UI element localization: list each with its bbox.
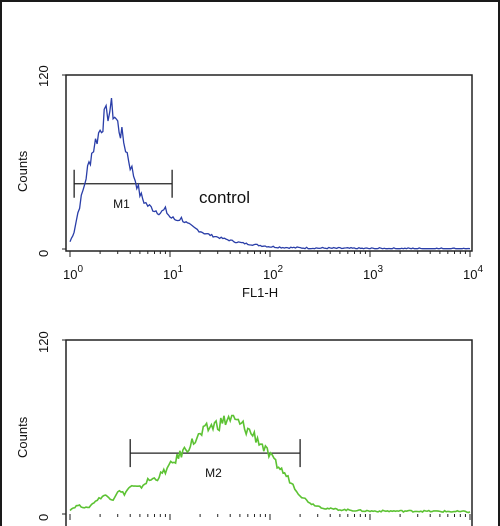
histogram-panel-sample: Counts 120 0 M2 [15, 331, 473, 526]
annotation-control: control [199, 188, 250, 207]
y-axis-label: Counts [15, 416, 30, 458]
x-axis-ticks [62, 339, 471, 520]
histogram-line-sample [69, 414, 471, 514]
x-tick-label: 104 [463, 264, 483, 282]
gate-marker-m1: M1 [73, 169, 173, 211]
x-axis-label: FL1-H [242, 285, 278, 300]
histogram-line-control [69, 98, 471, 250]
plot-area-border [65, 74, 473, 252]
x-tick-label: 103 [363, 264, 383, 282]
gate-label: M2 [205, 466, 222, 480]
y-tick-label-zero: 0 [36, 250, 51, 257]
x-tick-label: 102 [263, 264, 283, 282]
y-axis-label: Counts [15, 150, 30, 192]
x-tick-label: 100 [63, 264, 83, 282]
y-tick-label-zero: 0 [36, 514, 51, 521]
gate-label: M1 [113, 197, 130, 211]
y-tick-label-max: 120 [36, 65, 51, 87]
histogram-panel-control: Counts 120 0 FL1-H control 100 101 102 103 1… [15, 65, 483, 300]
plot-area-border [65, 339, 473, 526]
y-tick-label-max: 120 [36, 331, 51, 353]
x-tick-label: 101 [163, 264, 183, 282]
